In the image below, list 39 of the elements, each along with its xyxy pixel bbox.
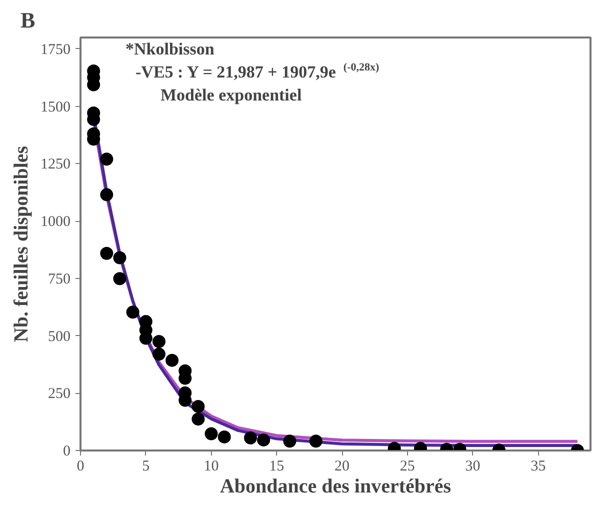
x-tick-label: 0 [76, 458, 84, 474]
y-tick-label: 1250 [40, 156, 70, 173]
point [100, 152, 114, 166]
point [100, 188, 114, 202]
annotation: *Nkolbisson [126, 40, 215, 58]
point [113, 272, 126, 286]
y-tick-label: 1500 [40, 99, 70, 116]
annotation: -VE5 : Y = 21,987 + 1907,9e(-0,28x) [136, 62, 380, 82]
point [192, 412, 205, 426]
x-tick-label: 20 [334, 458, 350, 474]
y-axis-title: Nb. feuilles disponibles [10, 146, 32, 342]
x-tick-label: 5 [142, 458, 150, 474]
point [152, 335, 166, 348]
x-tick-label: 35 [530, 458, 546, 474]
point [113, 251, 126, 264]
point [257, 433, 270, 446]
x-axis-title: Abondance des invertébrés [220, 476, 452, 498]
y-tick-label: 1750 [40, 42, 70, 58]
y-tick-label: 0 [63, 444, 70, 460]
point [152, 348, 166, 361]
point [126, 306, 140, 319]
point [204, 427, 218, 440]
annotation: Modèle exponentiel [160, 86, 302, 104]
x-tick-label: 15 [269, 458, 284, 474]
x-tick-label: 10 [204, 458, 219, 474]
y-tick-label: 750 [48, 271, 70, 288]
y-tick-label: 500 [48, 328, 70, 345]
point [192, 400, 205, 413]
y-tick-label: 1000 [40, 214, 70, 230]
point [283, 434, 296, 448]
chart-title: B [20, 8, 36, 32]
point [309, 434, 322, 448]
point [100, 246, 114, 260]
y-tick-label: 250 [48, 386, 70, 402]
point [166, 354, 179, 367]
x-tick-label: 25 [400, 458, 415, 474]
x-tick-label: 30 [465, 458, 480, 474]
point [244, 431, 257, 444]
point [218, 430, 231, 444]
